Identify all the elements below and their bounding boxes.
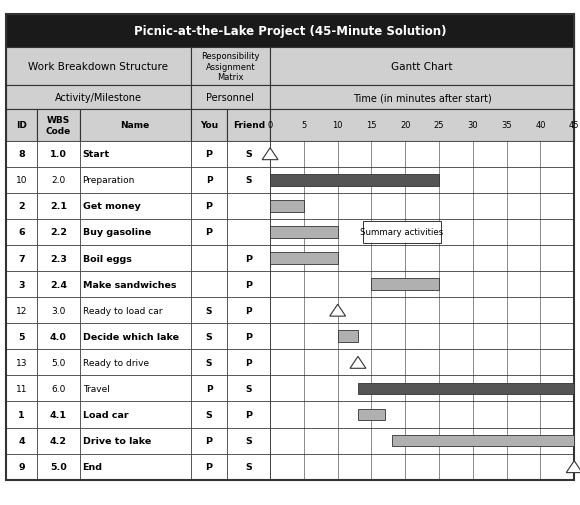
Text: P: P bbox=[205, 436, 212, 445]
Text: 1.0: 1.0 bbox=[50, 150, 67, 159]
Text: 11: 11 bbox=[16, 384, 27, 393]
Text: 13: 13 bbox=[16, 358, 27, 367]
Text: P: P bbox=[245, 306, 252, 315]
Text: 30: 30 bbox=[467, 121, 478, 130]
Text: 0: 0 bbox=[267, 121, 273, 130]
Text: P: P bbox=[245, 254, 252, 263]
Text: Summary activities: Summary activities bbox=[360, 228, 443, 237]
Text: 2: 2 bbox=[18, 202, 25, 211]
Text: S: S bbox=[206, 410, 212, 419]
Text: 10: 10 bbox=[16, 176, 27, 185]
Text: 10: 10 bbox=[332, 121, 343, 130]
Text: Buy gasoline: Buy gasoline bbox=[82, 228, 151, 237]
Text: P: P bbox=[205, 228, 212, 237]
Text: End: End bbox=[82, 462, 103, 471]
Text: S: S bbox=[245, 462, 252, 471]
Text: P: P bbox=[245, 410, 252, 419]
Text: P: P bbox=[205, 462, 212, 471]
Text: 3.0: 3.0 bbox=[51, 306, 66, 315]
Text: 40: 40 bbox=[535, 121, 546, 130]
Text: 7: 7 bbox=[18, 254, 25, 263]
Text: Work Breakdown Structure: Work Breakdown Structure bbox=[28, 62, 168, 72]
Text: 12: 12 bbox=[16, 306, 27, 315]
Text: S: S bbox=[245, 176, 252, 185]
Text: 25: 25 bbox=[434, 121, 444, 130]
Text: Time (in minutes after start): Time (in minutes after start) bbox=[353, 93, 491, 103]
Text: 4.2: 4.2 bbox=[50, 436, 67, 445]
Text: Activity/Milestone: Activity/Milestone bbox=[55, 93, 142, 103]
Text: Ready to drive: Ready to drive bbox=[82, 358, 148, 367]
Text: 2.1: 2.1 bbox=[50, 202, 67, 211]
Text: You: You bbox=[200, 121, 218, 130]
Text: Load car: Load car bbox=[82, 410, 128, 419]
Text: P: P bbox=[206, 176, 212, 185]
Text: 5: 5 bbox=[301, 121, 306, 130]
Text: Drive to lake: Drive to lake bbox=[82, 436, 151, 445]
Text: 1: 1 bbox=[18, 410, 25, 419]
Text: P: P bbox=[205, 202, 212, 211]
Text: Make sandwiches: Make sandwiches bbox=[82, 280, 176, 289]
Text: 45: 45 bbox=[569, 121, 579, 130]
Text: S: S bbox=[206, 306, 212, 315]
Text: P: P bbox=[245, 280, 252, 289]
Text: S: S bbox=[245, 150, 252, 159]
Text: 3: 3 bbox=[18, 280, 25, 289]
Text: Travel: Travel bbox=[82, 384, 110, 393]
Text: 15: 15 bbox=[366, 121, 377, 130]
Text: 6: 6 bbox=[18, 228, 25, 237]
Text: Personnel: Personnel bbox=[206, 93, 254, 103]
Text: 8: 8 bbox=[18, 150, 25, 159]
Text: P: P bbox=[245, 332, 252, 341]
Text: S: S bbox=[206, 358, 212, 367]
Text: 5.0: 5.0 bbox=[51, 358, 66, 367]
Text: ID: ID bbox=[16, 121, 27, 130]
Text: 5.0: 5.0 bbox=[50, 462, 67, 471]
Text: Get money: Get money bbox=[82, 202, 140, 211]
Text: 2.0: 2.0 bbox=[51, 176, 66, 185]
Text: Picnic-at-the-Lake Project (45-Minute Solution): Picnic-at-the-Lake Project (45-Minute So… bbox=[134, 25, 446, 38]
Text: 4.0: 4.0 bbox=[50, 332, 67, 341]
Text: 20: 20 bbox=[400, 121, 411, 130]
Text: Preparation: Preparation bbox=[82, 176, 135, 185]
Text: Decide which lake: Decide which lake bbox=[82, 332, 179, 341]
Text: WBS
Code: WBS Code bbox=[46, 116, 71, 135]
Text: 4.1: 4.1 bbox=[50, 410, 67, 419]
Text: S: S bbox=[245, 436, 252, 445]
Text: 6.0: 6.0 bbox=[51, 384, 66, 393]
Text: Ready to load car: Ready to load car bbox=[82, 306, 162, 315]
Text: P: P bbox=[205, 150, 212, 159]
Text: 2.3: 2.3 bbox=[50, 254, 67, 263]
Text: 5: 5 bbox=[18, 332, 25, 341]
Text: Start: Start bbox=[82, 150, 110, 159]
Text: Responsibility
Assignment
Matrix: Responsibility Assignment Matrix bbox=[201, 52, 260, 82]
Text: P: P bbox=[206, 384, 212, 393]
Text: Name: Name bbox=[121, 121, 150, 130]
Text: S: S bbox=[206, 332, 212, 341]
Text: 2.2: 2.2 bbox=[50, 228, 67, 237]
Text: Friend: Friend bbox=[233, 121, 265, 130]
Text: S: S bbox=[245, 384, 252, 393]
Text: 9: 9 bbox=[18, 462, 25, 471]
Text: Gantt Chart: Gantt Chart bbox=[392, 62, 453, 72]
Text: P: P bbox=[245, 358, 252, 367]
Text: 35: 35 bbox=[501, 121, 512, 130]
Text: 4: 4 bbox=[18, 436, 25, 445]
Text: 2.4: 2.4 bbox=[50, 280, 67, 289]
Text: Boil eggs: Boil eggs bbox=[82, 254, 132, 263]
